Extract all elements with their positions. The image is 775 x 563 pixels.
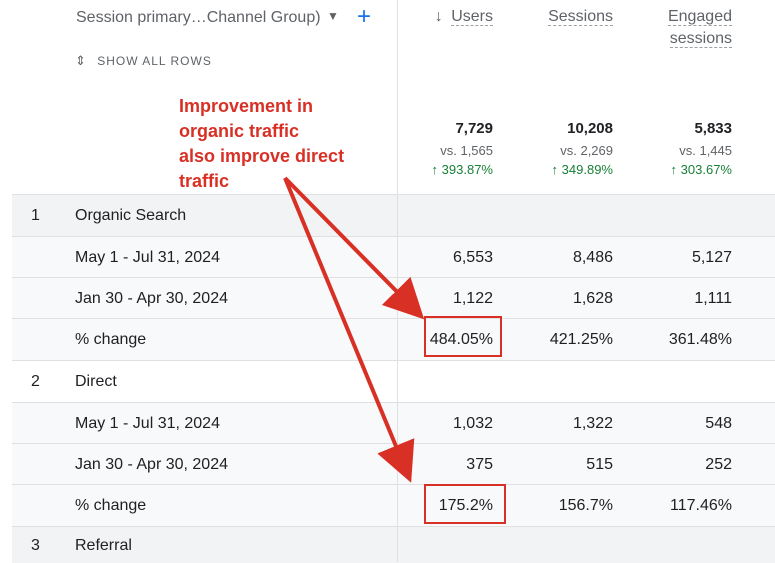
users-value: 375 [466, 456, 493, 473]
group-row-organic-search[interactable]: 1 Organic Search [12, 194, 775, 237]
total-users: 7,729 vs. 1,565 ↑ 393.87% [373, 120, 493, 177]
row-label: % change [75, 497, 147, 514]
total-value: 5,833 [694, 120, 732, 137]
sessions-value: 1,628 [572, 290, 613, 307]
engaged-header-line2: sessions [669, 30, 732, 48]
users-value: 1,032 [452, 415, 493, 432]
row-index: 1 [31, 207, 40, 224]
group-row-referral[interactable]: 3 Referral [12, 526, 775, 563]
users-value: 6,553 [452, 249, 493, 266]
row-label: Jan 30 - Apr 30, 2024 [75, 456, 228, 473]
group-name: Organic Search [75, 207, 187, 224]
highlight-box-organic [424, 316, 502, 357]
dimension-selector[interactable]: Session primary…Channel Group) [76, 9, 321, 27]
expand-collapse-icon: ⇕ [75, 53, 87, 68]
engaged-header-line1: Engaged [667, 8, 732, 26]
total-change: ↑ 393.87% [431, 162, 493, 177]
annotation-text: Improvement in organic traffic also impr… [179, 94, 344, 194]
engaged-sessions-value: 361.48% [668, 331, 732, 348]
table-row: May 1 - Jul 31, 2024 1,032 1,322 548 [12, 402, 775, 444]
total-sessions: 10,208 vs. 2,269 ↑ 349.89% [493, 120, 613, 177]
row-label: May 1 - Jul 31, 2024 [75, 249, 220, 266]
up-arrow-icon: ↑ [670, 162, 681, 177]
sessions-value: 8,486 [572, 249, 613, 266]
annotation-line: also improve direct [179, 146, 345, 166]
total-compare: vs. 1,445 [679, 143, 732, 158]
total-value: 7,729 [455, 120, 493, 137]
engaged-sessions-value: 1,111 [694, 290, 732, 307]
users-header-label: Users [451, 8, 493, 26]
users-value: 1,122 [452, 290, 493, 307]
annotation-line: Improvement in [179, 96, 314, 116]
column-header-sessions[interactable]: Sessions [513, 6, 613, 28]
sessions-value: 515 [586, 456, 613, 473]
group-name: Referral [75, 537, 132, 554]
column-header-engaged-sessions[interactable]: Engaged sessions [633, 6, 732, 50]
table-row: Jan 30 - Apr 30, 2024 375 515 252 [12, 443, 775, 485]
table-row: % change 175.2% 156.7% 117.46% [12, 484, 775, 527]
total-compare: vs. 1,565 [440, 143, 493, 158]
annotation-line: traffic [179, 171, 230, 191]
row-index: 3 [31, 537, 40, 554]
table-row: Jan 30 - Apr 30, 2024 1,122 1,628 1,111 [12, 277, 775, 319]
highlight-box-direct [424, 484, 506, 524]
show-all-rows-label: SHOW ALL ROWS [97, 54, 212, 68]
group-row-direct[interactable]: 2 Direct [12, 360, 775, 403]
table-row: % change 484.05% 421.25% 361.48% [12, 318, 775, 361]
users-value: 484.05% [429, 331, 493, 348]
table-row: May 1 - Jul 31, 2024 6,553 8,486 5,127 [12, 236, 775, 278]
engaged-sessions-value: 117.46% [670, 497, 732, 514]
column-header-users[interactable]: ↓ Users [410, 6, 493, 28]
annotation-line: organic traffic [179, 121, 300, 141]
column-divider [397, 0, 398, 562]
engaged-sessions-value: 5,127 [691, 249, 732, 266]
row-label: May 1 - Jul 31, 2024 [75, 415, 220, 432]
row-index: 2 [31, 373, 40, 390]
add-dimension-icon[interactable]: + [357, 3, 372, 30]
total-change: ↑ 349.89% [551, 162, 613, 177]
up-arrow-icon: ↑ [551, 162, 562, 177]
show-all-rows-button[interactable]: ⇕ SHOW ALL ROWS [75, 53, 212, 69]
sort-down-arrow-icon: ↓ [434, 8, 443, 25]
users-value: 175.2% [438, 497, 493, 514]
sessions-value: 1,322 [572, 415, 613, 432]
total-engaged-sessions: 5,833 vs. 1,445 ↑ 303.67% [612, 120, 732, 177]
total-compare: vs. 2,269 [560, 143, 613, 158]
sessions-value: 421.25% [549, 331, 613, 348]
row-label: % change [75, 331, 147, 348]
dimension-label: Session primary…Channel Group) [76, 9, 321, 26]
up-arrow-icon: ↑ [431, 162, 442, 177]
engaged-sessions-value: 252 [705, 456, 732, 473]
group-name: Direct [75, 373, 117, 390]
dimension-dropdown-icon[interactable]: ▼ [327, 9, 339, 23]
total-value: 10,208 [567, 120, 613, 137]
engaged-sessions-value: 548 [705, 415, 732, 432]
total-change: ↑ 303.67% [670, 162, 732, 177]
row-label: Jan 30 - Apr 30, 2024 [75, 290, 228, 307]
sessions-header-label: Sessions [548, 8, 613, 26]
sessions-value: 156.7% [558, 497, 613, 514]
